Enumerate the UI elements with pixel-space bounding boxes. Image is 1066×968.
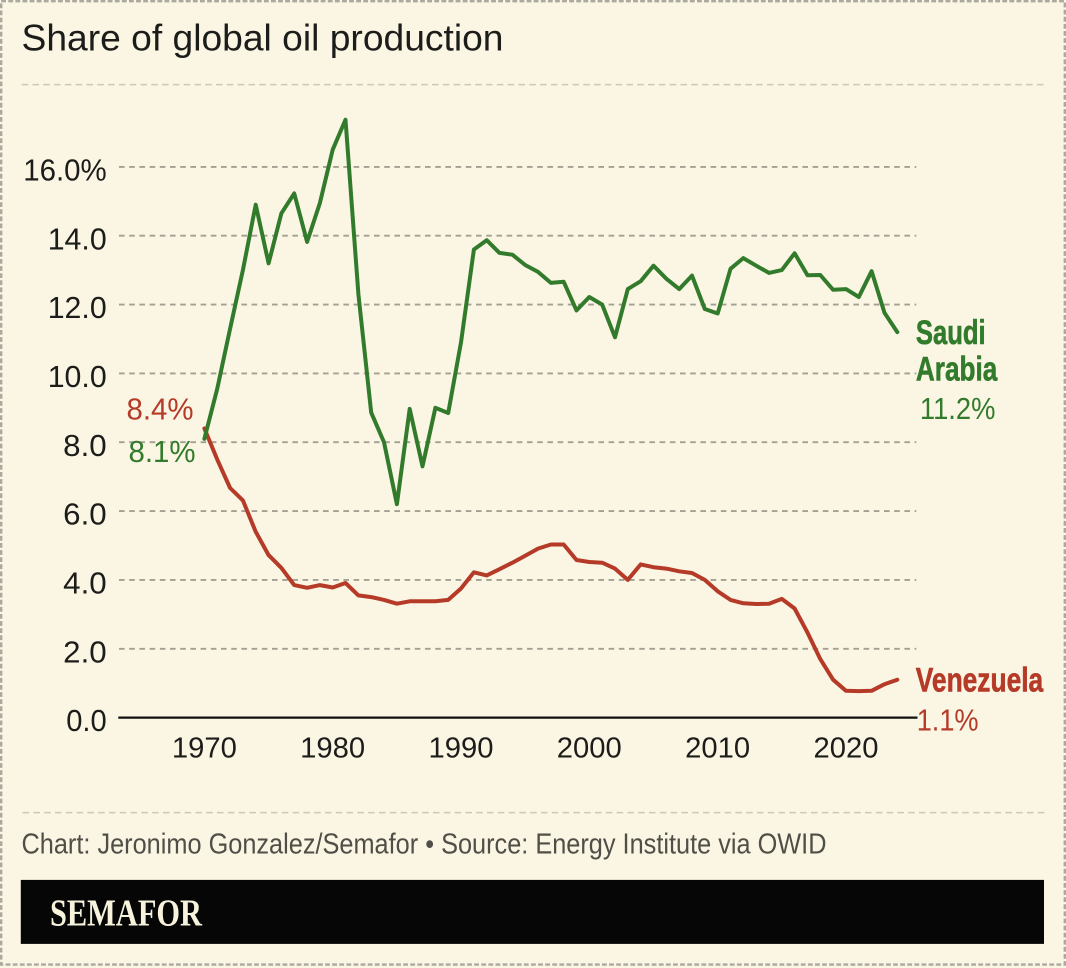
- svg-text:8.0: 8.0: [63, 428, 107, 463]
- svg-text:16.0%: 16.0%: [23, 153, 107, 188]
- svg-text:4.0: 4.0: [63, 566, 107, 601]
- svg-text:Share of global oil production: Share of global oil production: [22, 17, 504, 58]
- svg-text:2010: 2010: [685, 733, 750, 765]
- svg-text:1970: 1970: [172, 733, 237, 765]
- svg-text:12.0: 12.0: [48, 290, 107, 325]
- svg-text:8.1%: 8.1%: [129, 434, 196, 469]
- svg-text:14.0: 14.0: [48, 221, 107, 256]
- svg-text:11.2%: 11.2%: [920, 391, 996, 426]
- svg-text:2020: 2020: [814, 733, 879, 765]
- svg-text:6.0: 6.0: [63, 497, 107, 532]
- svg-text:8.4%: 8.4%: [127, 392, 194, 427]
- svg-text:0.0: 0.0: [66, 703, 107, 738]
- svg-text:Arabia: Arabia: [916, 351, 998, 389]
- svg-text:10.0: 10.0: [48, 359, 107, 394]
- svg-text:2.0: 2.0: [63, 634, 107, 669]
- svg-text:Venezuela: Venezuela: [916, 662, 1044, 700]
- svg-text:1990: 1990: [429, 733, 494, 765]
- svg-text:SEMAFOR: SEMAFOR: [50, 892, 202, 934]
- svg-text:1980: 1980: [300, 733, 365, 765]
- svg-text:Chart: Jeronimo Gonzalez/Semaf: Chart: Jeronimo Gonzalez/Semafor • Sourc…: [22, 829, 827, 861]
- svg-text:Saudi: Saudi: [916, 314, 986, 352]
- svg-text:1.1%: 1.1%: [917, 703, 979, 738]
- svg-text:2000: 2000: [557, 733, 622, 765]
